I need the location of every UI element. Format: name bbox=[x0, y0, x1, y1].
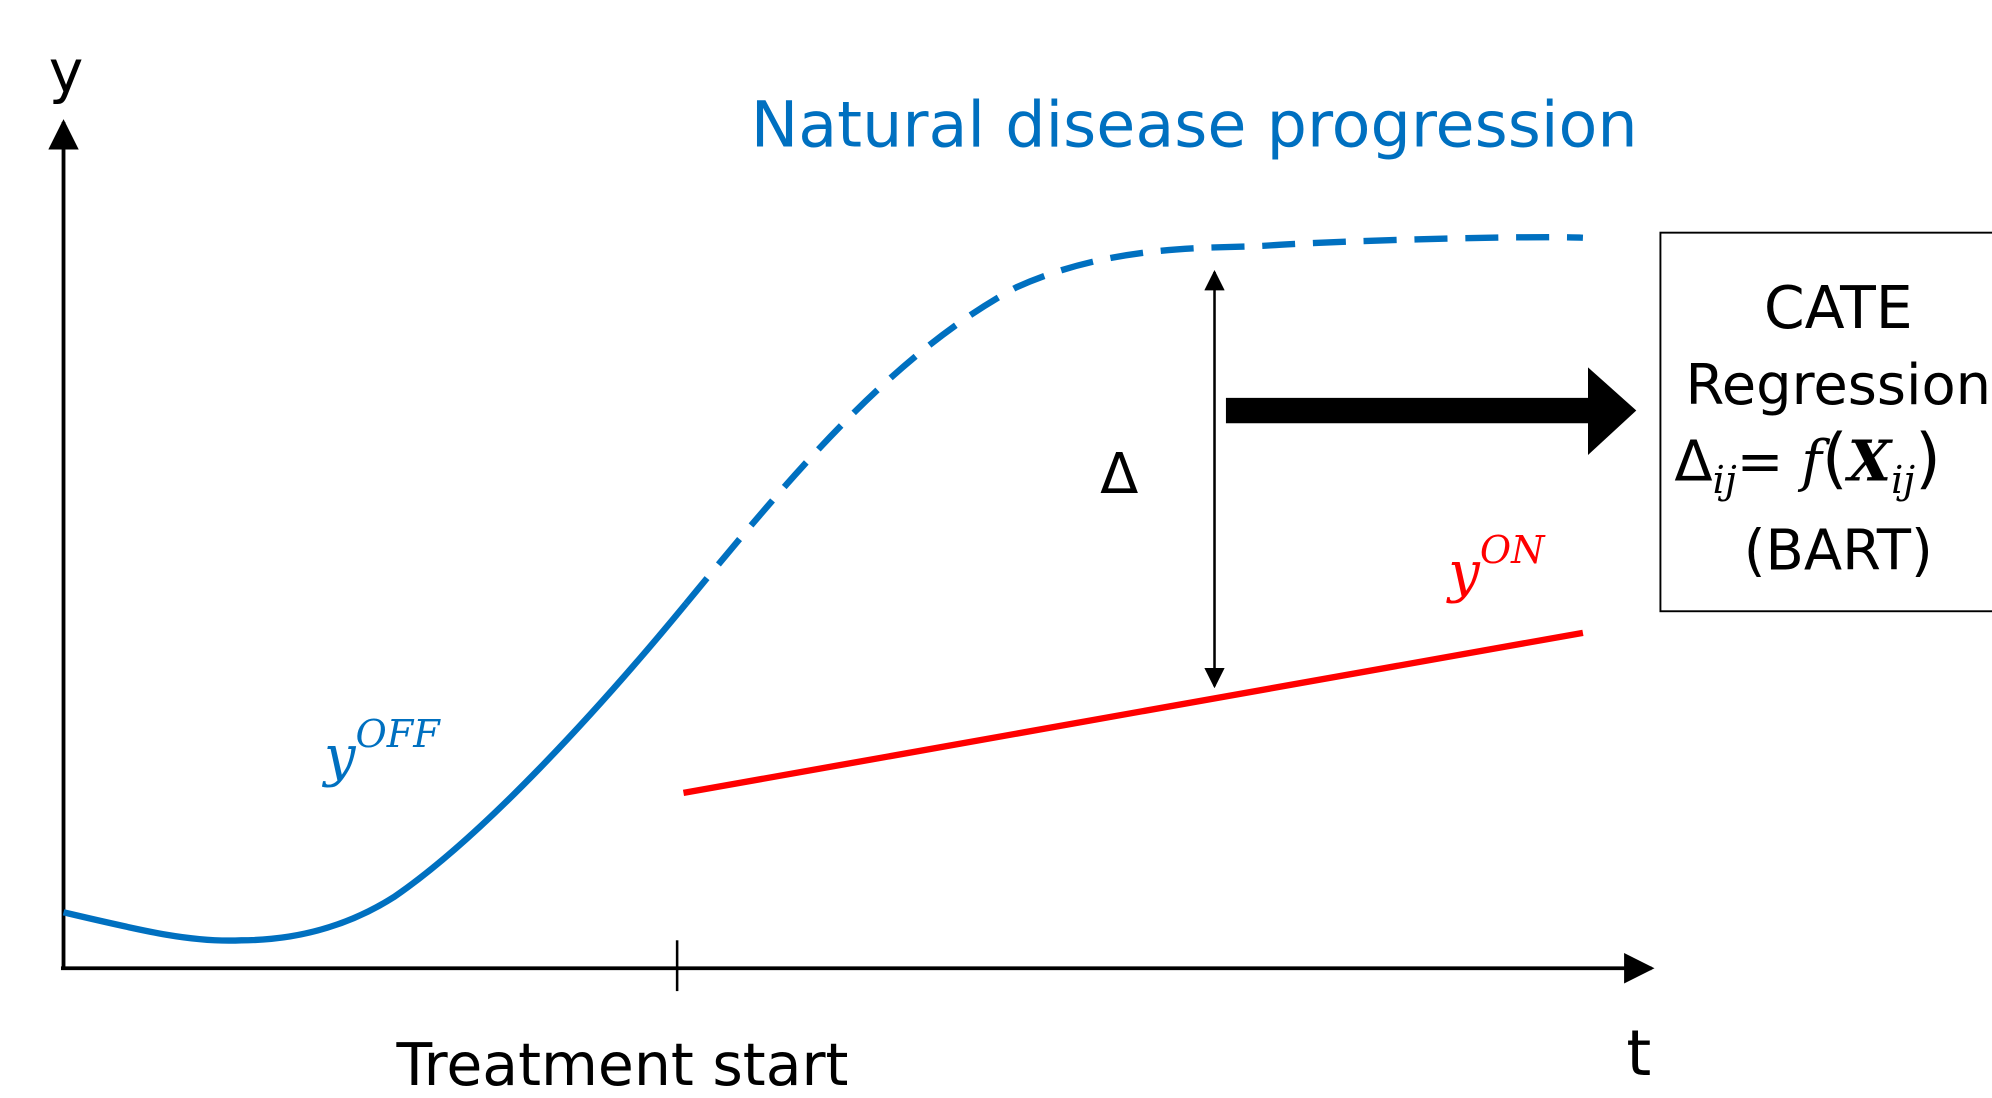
off-base: y bbox=[321, 724, 357, 789]
delta-label: Δ bbox=[1100, 442, 1138, 507]
on-label: yON bbox=[1445, 528, 1546, 605]
formula-x: X bbox=[1845, 429, 1894, 494]
title: Natural disease progression bbox=[751, 87, 1638, 161]
x-axis-label: t bbox=[1626, 1016, 1651, 1090]
box-line4: (BART) bbox=[1744, 518, 1933, 583]
formula-equals: = bbox=[1737, 429, 1802, 494]
box-line1: CATE bbox=[1764, 274, 1913, 342]
formula-delta-sub: ij bbox=[1713, 458, 1737, 502]
counterfactual-curve bbox=[683, 233, 1584, 606]
treatment-label: Treatment start bbox=[396, 1031, 849, 1098]
off-curve bbox=[62, 601, 689, 944]
on-sup: ON bbox=[1480, 528, 1546, 572]
on-base: y bbox=[1445, 540, 1481, 605]
box-formula: Δij= f(Xij) bbox=[1674, 419, 1940, 502]
off-label: yOFF bbox=[321, 712, 441, 789]
on-line bbox=[682, 629, 1584, 797]
formula-open: ( bbox=[1822, 419, 1848, 496]
formula-delta: Δ bbox=[1674, 429, 1712, 494]
box-line2: Regression bbox=[1685, 353, 1991, 418]
formula-x-sub: ij bbox=[1891, 458, 1915, 502]
formula-close: ) bbox=[1915, 419, 1941, 496]
y-axis-label: y bbox=[49, 38, 84, 106]
off-sup: OFF bbox=[356, 712, 442, 756]
big-arrow-head bbox=[1588, 367, 1637, 455]
cate-box bbox=[1659, 231, 1992, 613]
